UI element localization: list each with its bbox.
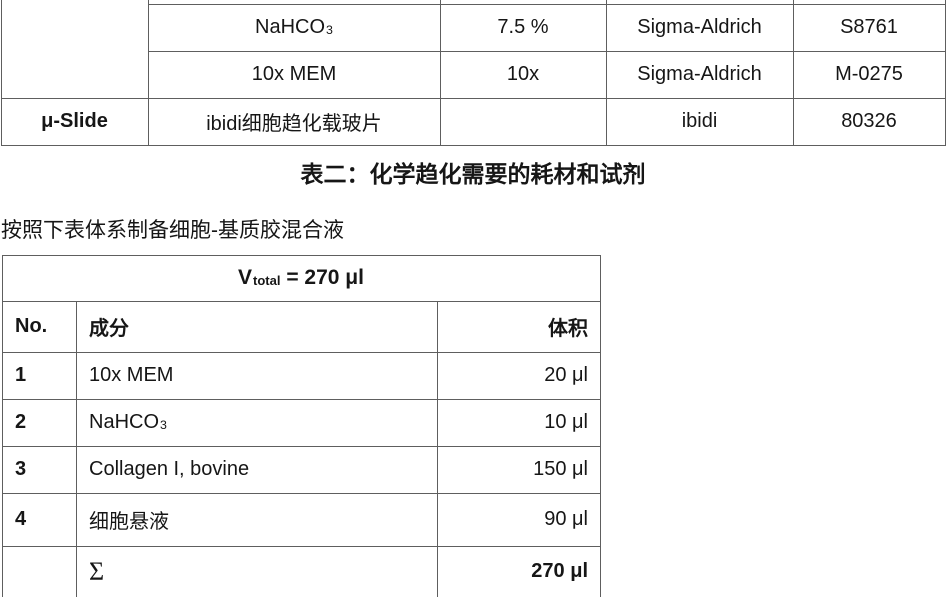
row-no-cell: 2	[15, 411, 27, 433]
table2-border	[2, 399, 601, 400]
table2-border	[600, 255, 601, 597]
table1-spec-cell: 7.5 %	[497, 16, 549, 38]
instruction-text: 按照下表体系制备细胞-基质胶混合液	[1, 219, 344, 242]
table2-border	[76, 301, 77, 597]
total-symbol-cell: Σ	[89, 556, 105, 586]
row-no-cell: 3	[15, 458, 27, 480]
table2-border	[2, 352, 601, 353]
table2-border	[2, 546, 601, 547]
table1-spec-cell	[440, 98, 606, 145]
row-no-cell: 1	[15, 364, 27, 386]
table1-vendor-cell: Sigma-Aldrich	[637, 16, 762, 38]
table1-catalog-cell: M-0275	[835, 63, 903, 85]
row-volume-cell: 20 μl	[544, 364, 588, 386]
vtotal-subscript: total	[253, 273, 281, 289]
table1-spec-cell: 10x	[506, 63, 540, 85]
table1-item-cell: NaHCO 3	[148, 4, 440, 51]
table1-item-cell: ibidi细胞趋化载玻片	[206, 113, 382, 135]
vtotal-base: V	[238, 266, 253, 289]
table2-border	[2, 255, 601, 256]
table1-border	[945, 0, 946, 145]
row-volume-cell: 90 μl	[544, 508, 588, 530]
reagent-subscript: 3	[326, 23, 333, 38]
row-component-cell: NaHCO 3	[76, 399, 437, 446]
component-subscript: 3	[160, 418, 167, 433]
row-volume-cell: 10 μl	[544, 411, 588, 433]
column-header-no: No.	[15, 315, 48, 337]
table1-border	[148, 51, 946, 52]
table1-border	[148, 0, 149, 145]
table1-border	[793, 0, 794, 145]
table1-border	[440, 0, 441, 145]
row-component-cell: 细胞悬液	[89, 511, 169, 533]
table1-border	[606, 0, 607, 145]
row-component-cell: 10x MEM	[89, 364, 174, 386]
table1-vendor-cell: Sigma-Aldrich	[637, 63, 762, 85]
column-header-component: 成分	[89, 318, 129, 340]
component-name: NaHCO	[89, 411, 160, 433]
table1-border	[1, 145, 946, 146]
total-volume-cell: 270 μl	[531, 560, 588, 582]
table2-border	[2, 255, 3, 597]
table2-border	[2, 446, 601, 447]
table2-border	[437, 301, 438, 597]
table1-item-cell: 10x MEM	[251, 63, 337, 85]
table1-border	[1, 98, 946, 99]
table-caption: 表二：化学趋化需要的耗材和试剂	[300, 161, 646, 187]
reagent-name: NaHCO	[255, 16, 326, 38]
table1-vendor-cell: ibidi	[681, 110, 718, 132]
table1-border	[1, 0, 2, 145]
row-no-cell: 4	[15, 508, 27, 530]
table1-category-cell: μ-Slide	[41, 110, 108, 132]
table1-border	[148, 4, 946, 5]
column-header-volume: 体积	[548, 318, 588, 340]
row-component-cell: Collagen I, bovine	[89, 458, 250, 480]
vtotal-value: = 270 μl	[280, 266, 364, 289]
table2-border	[2, 301, 601, 302]
table1-catalog-cell: 80326	[841, 110, 897, 132]
row-volume-cell: 150 μl	[533, 458, 588, 480]
table2-border	[2, 493, 601, 494]
table1-catalog-cell: S8761	[840, 16, 898, 38]
